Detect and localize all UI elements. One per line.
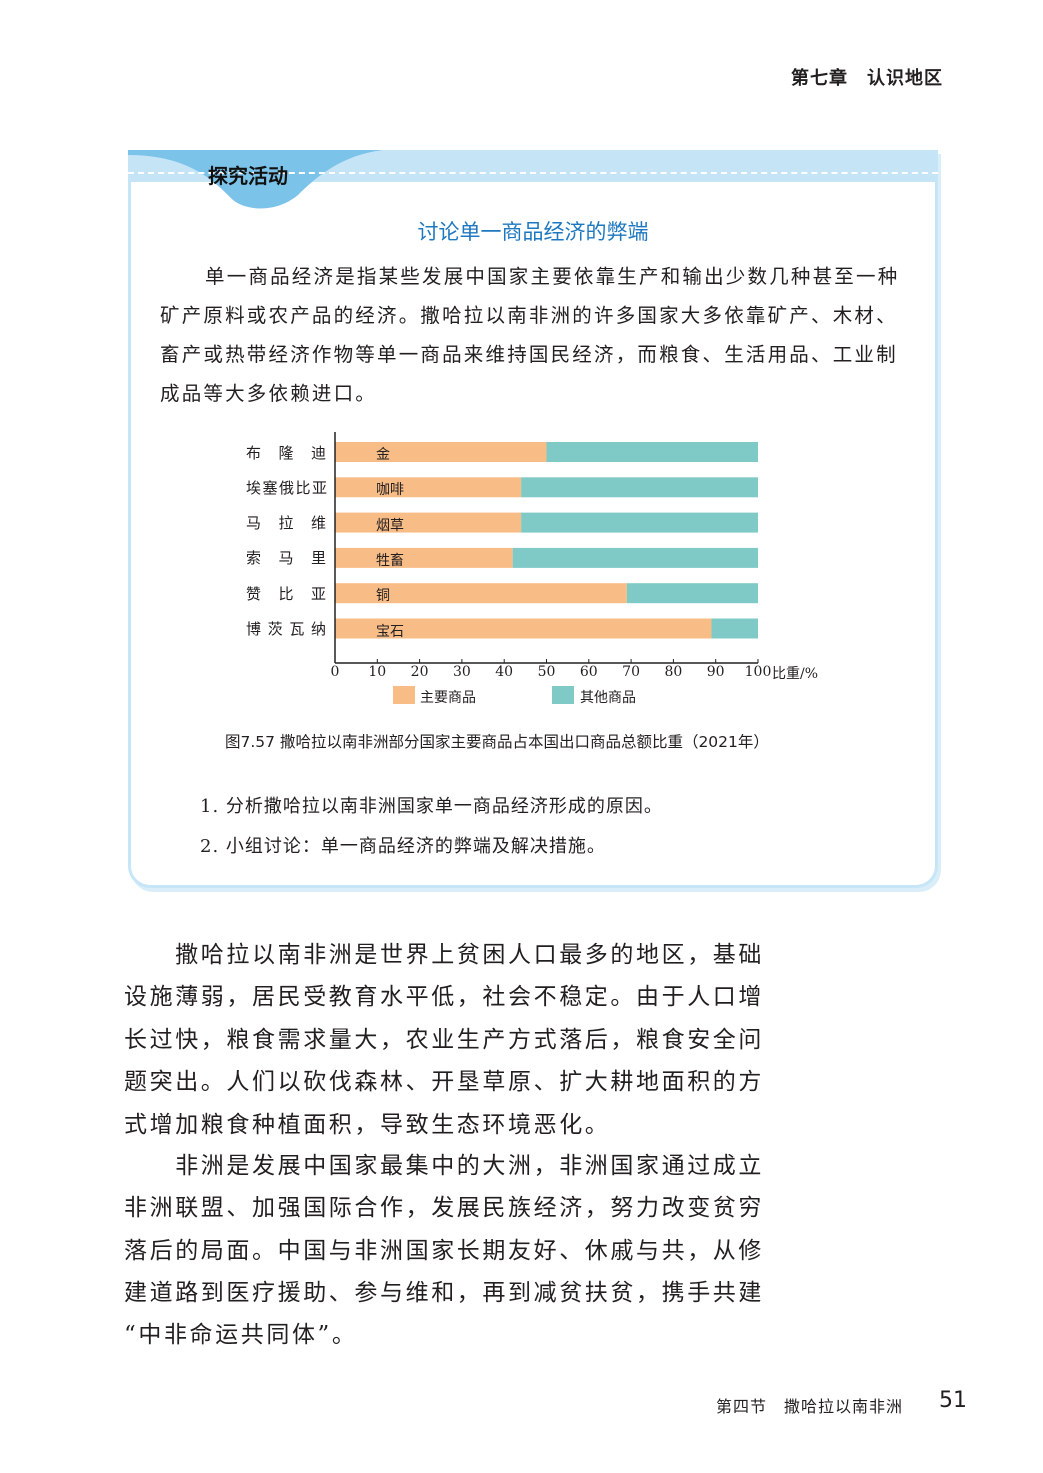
x-tick-label: 40	[495, 664, 514, 680]
x-tick-label: 90	[706, 664, 725, 680]
body-paragraph-line: 非洲是发展中国家最集中的大洲，非洲国家通过成立	[124, 1153, 764, 1179]
country-label: 埃塞俄比亚	[246, 479, 327, 497]
bar-main-commodity	[335, 477, 522, 498]
legend-swatch-main	[393, 686, 415, 704]
x-tick-label: 70	[622, 664, 641, 680]
country-label: 布隆迪	[246, 444, 326, 462]
activity-paragraph-line: 畜产或热带经济作物等单一商品来维持国民经济，而粮食、生活用品、工业制	[160, 343, 898, 366]
activity-paragraph-line: 成品等大多依赖进口。	[160, 382, 378, 405]
bar-main-commodity	[335, 547, 513, 568]
body-paragraph-line: 长过快，粮食需求量大，农业生产方式落后，粮食安全问	[124, 1027, 764, 1053]
x-tick-label: 60	[579, 664, 598, 680]
x-tick-label: 0	[330, 664, 340, 680]
question-item: 1. 分析撒哈拉以南非洲国家单一商品经济形成的原因。	[200, 796, 663, 817]
body-paragraph-line: 式增加粮食种植面积，导致生态环境恶化。	[124, 1112, 611, 1138]
commodity-label: 铜	[376, 588, 390, 605]
country-label: 马拉维	[246, 514, 326, 532]
body-paragraph-line: 非洲联盟、加强国际合作，发展民族经济，努力改变贫穷	[124, 1195, 764, 1221]
activity-tab-label: 探究活动	[208, 164, 288, 188]
body-paragraph-line: 落后的局面。中国与非洲国家长期友好、休戚与共，从修	[124, 1238, 764, 1264]
bar-other-commodity	[512, 547, 758, 568]
activity-paragraph-line: 矿产原料或农产品的经济。撒哈拉以南非洲的许多国家大多依靠矿产、木材、	[160, 304, 898, 327]
question-item: 2. 小组讨论：单一商品经济的弊端及解决措施。	[200, 836, 606, 857]
body-paragraph-line: 建道路到医疗援助、参与维和，再到减贫扶贫，携手共建	[124, 1280, 764, 1306]
bar-main-commodity	[335, 442, 547, 462]
x-tick-label: 30	[452, 664, 471, 680]
commodity-label: 烟草	[376, 517, 404, 534]
dashed-divider	[128, 172, 938, 174]
x-tick-label: 100	[744, 664, 772, 680]
activity-paragraph-line: 单一商品经济是指某些发展中国家主要依靠生产和输出少数几种甚至一种	[205, 265, 900, 288]
activity-title: 讨论单一商品经济的弊端	[417, 220, 649, 244]
figure-caption: 图7.57 撒哈拉以南非洲部分国家主要商品占本国出口商品总额比重（2021年）	[225, 733, 769, 751]
country-label: 赞比亚	[246, 585, 326, 603]
x-tick-label: 80	[664, 664, 683, 680]
legend-swatch-other	[552, 686, 574, 704]
body-paragraph-line: “中非命运共同体”。	[124, 1322, 358, 1348]
commodity-label: 金	[376, 447, 390, 463]
x-tick-label: 20	[410, 664, 429, 680]
bar-other-commodity	[546, 442, 758, 462]
country-label: 博茨瓦纳	[246, 620, 326, 638]
x-tick-label: 10	[368, 664, 387, 680]
bar-other-commodity	[521, 477, 758, 498]
commodity-label: 宝石	[376, 623, 404, 640]
commodity-label: 牲畜	[376, 552, 404, 569]
bar-other-commodity	[711, 618, 758, 639]
country-label: 索马里	[246, 549, 326, 567]
activity-tab-shape	[128, 150, 383, 209]
bar-main-commodity	[335, 618, 712, 639]
legend-label: 主要商品	[420, 690, 476, 706]
body-paragraph-line: 撒哈拉以南非洲是世界上贫困人口最多的地区，基础	[124, 942, 764, 968]
commodity-label: 咖啡	[376, 482, 404, 499]
body-paragraph-line: 题突出。人们以砍伐森林、开垦草原、扩大耕地面积的方	[124, 1069, 764, 1095]
body-paragraph-line: 设施薄弱，居民受教育水平低，社会不稳定。由于人口增	[124, 984, 764, 1010]
bar-main-commodity	[335, 512, 522, 533]
bar-other-commodity	[521, 512, 758, 533]
bar-other-commodity	[626, 583, 758, 604]
x-tick-label: 50	[537, 664, 556, 680]
legend-label: 其他商品	[580, 690, 636, 706]
footer-section: 第四节 撒哈拉以南非洲	[715, 1397, 903, 1416]
page-number: 51	[939, 1388, 967, 1413]
chapter-header: 第七章 认识地区	[791, 68, 943, 89]
chart-plot	[334, 432, 759, 664]
x-axis-label: 比重/%	[772, 666, 819, 682]
bar-main-commodity	[335, 583, 627, 604]
